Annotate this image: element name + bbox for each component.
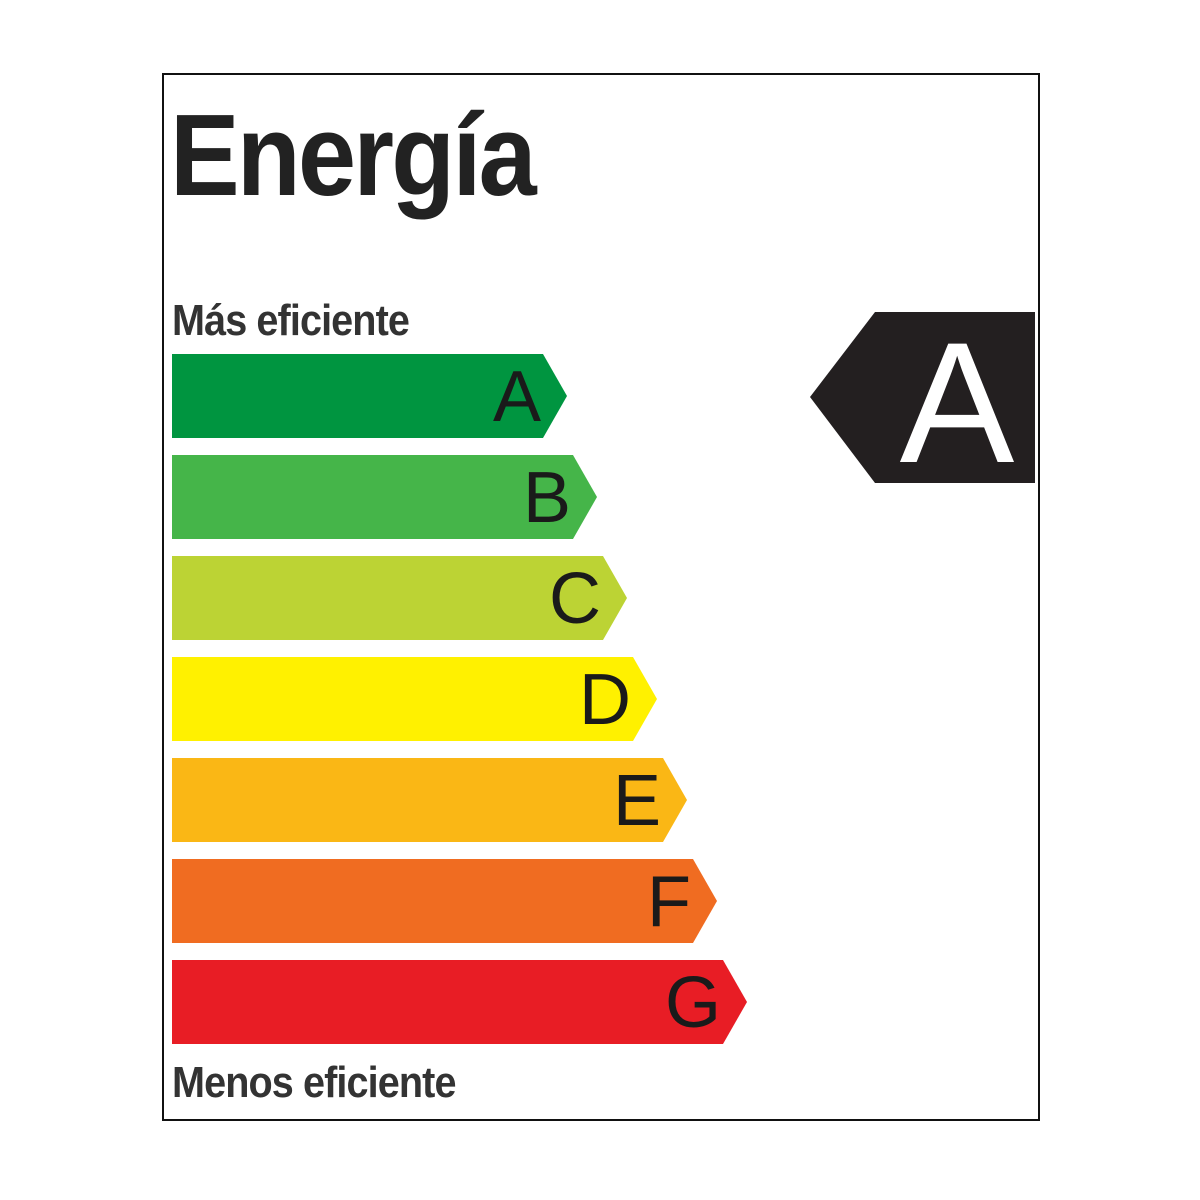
label-title: Energía xyxy=(170,90,537,220)
most-efficient-caption: Más eficiente xyxy=(172,296,410,345)
class-letter-b: B xyxy=(523,458,571,538)
class-bar-d xyxy=(172,657,657,741)
class-letter-a: A xyxy=(493,357,541,437)
class-bar-a xyxy=(172,354,567,438)
class-letter-f: F xyxy=(647,862,691,942)
class-bar-c xyxy=(172,556,627,640)
class-bar-g xyxy=(172,960,747,1044)
rating-arrow xyxy=(810,312,1035,483)
class-letter-c: C xyxy=(549,559,601,639)
class-letter-g: G xyxy=(665,963,721,1043)
class-letter-d: D xyxy=(579,660,631,740)
class-bar-e xyxy=(172,758,687,842)
rating-letter: A xyxy=(900,307,1015,499)
least-efficient-caption: Menos eficiente xyxy=(172,1058,456,1107)
energy-label-frame xyxy=(162,73,1040,1121)
class-bar-b xyxy=(172,455,597,539)
class-letter-e: E xyxy=(613,761,661,841)
class-bar-f xyxy=(172,859,717,943)
